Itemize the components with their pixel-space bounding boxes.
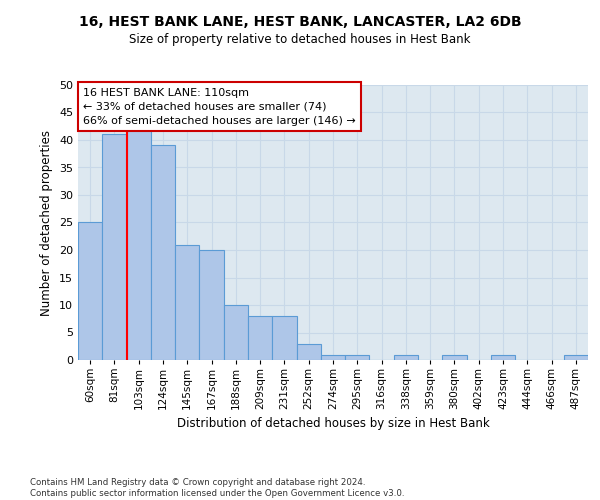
Bar	[199, 250, 224, 360]
Bar	[224, 305, 248, 360]
Bar	[175, 244, 199, 360]
Y-axis label: Number of detached properties: Number of detached properties	[40, 130, 53, 316]
Bar	[127, 129, 151, 360]
Bar	[296, 344, 321, 360]
Bar	[321, 354, 345, 360]
Bar	[248, 316, 272, 360]
Bar	[78, 222, 102, 360]
Text: 16 HEST BANK LANE: 110sqm
← 33% of detached houses are smaller (74)
66% of semi-: 16 HEST BANK LANE: 110sqm ← 33% of detac…	[83, 88, 356, 126]
Text: Contains HM Land Registry data © Crown copyright and database right 2024.
Contai: Contains HM Land Registry data © Crown c…	[30, 478, 404, 498]
Bar	[102, 134, 127, 360]
Bar	[272, 316, 296, 360]
Bar	[151, 146, 175, 360]
Text: Size of property relative to detached houses in Hest Bank: Size of property relative to detached ho…	[129, 32, 471, 46]
X-axis label: Distribution of detached houses by size in Hest Bank: Distribution of detached houses by size …	[176, 418, 490, 430]
Text: 16, HEST BANK LANE, HEST BANK, LANCASTER, LA2 6DB: 16, HEST BANK LANE, HEST BANK, LANCASTER…	[79, 15, 521, 29]
Bar	[491, 354, 515, 360]
Bar	[442, 354, 467, 360]
Bar	[564, 354, 588, 360]
Bar	[394, 354, 418, 360]
Bar	[345, 354, 370, 360]
